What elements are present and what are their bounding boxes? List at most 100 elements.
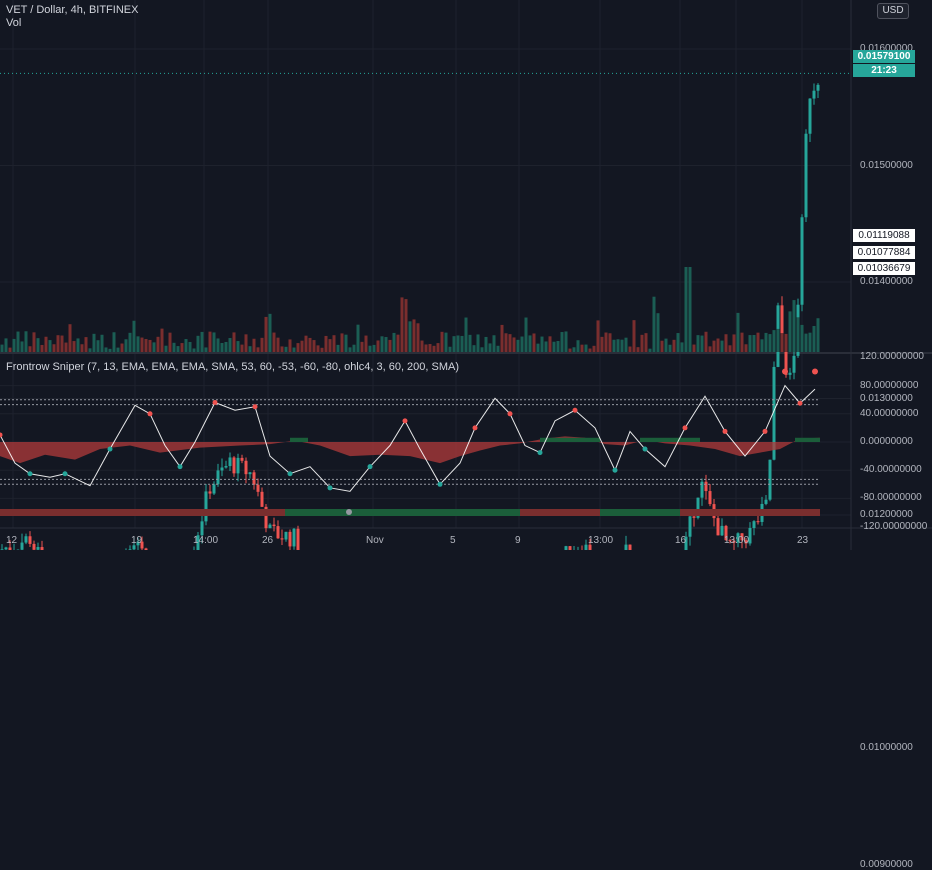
volume-bar xyxy=(449,347,452,352)
volume-bar xyxy=(801,325,804,352)
volume-bar xyxy=(69,324,72,352)
volume-bar xyxy=(309,338,312,352)
volume-bar xyxy=(169,333,172,352)
volume-bar xyxy=(505,333,508,352)
volume-bar xyxy=(525,318,528,352)
price-tick-label: 0.01400000 xyxy=(860,276,913,287)
volume-bar xyxy=(529,335,532,352)
candle-body xyxy=(689,516,692,536)
price-tick-label: 0.00900000 xyxy=(860,859,913,870)
volume-bar xyxy=(89,348,92,352)
volume-bar xyxy=(549,336,552,352)
candle-body xyxy=(237,458,240,473)
volume-bar xyxy=(81,344,84,352)
volume-bar xyxy=(21,341,24,352)
volume-bar xyxy=(213,332,216,352)
volume-bar xyxy=(493,335,496,352)
volume-bar xyxy=(413,319,416,352)
osc-tick-label: 0.00000000 xyxy=(860,436,913,447)
volume-bar xyxy=(597,320,600,352)
osc-signal-dot xyxy=(253,404,258,409)
volume-bar xyxy=(517,340,520,352)
volume-bar xyxy=(369,346,372,352)
volume-bar xyxy=(185,339,188,352)
volume-bar xyxy=(61,336,64,352)
candle-body xyxy=(817,85,820,91)
osc-signal-dot xyxy=(328,485,333,490)
osc-histogram-positive xyxy=(540,438,600,442)
volume-bar xyxy=(793,300,796,352)
volume-bar xyxy=(85,337,88,352)
volume-bar xyxy=(197,336,200,352)
osc-signal-dot xyxy=(28,471,33,476)
volume-bar xyxy=(421,341,424,352)
candle-body xyxy=(233,457,236,473)
volume-bar xyxy=(141,338,144,352)
candle-body xyxy=(225,466,228,467)
time-tick-label: 13:00 xyxy=(724,535,749,546)
volume-bar xyxy=(645,333,648,352)
price-tick-label: 0.01300000 xyxy=(860,393,913,404)
volume-bar xyxy=(9,348,12,352)
volume-bar xyxy=(573,347,576,352)
volume-bar xyxy=(693,345,696,352)
candle-body xyxy=(789,373,792,375)
osc-tick-label: -40.00000000 xyxy=(860,464,922,475)
volume-bar xyxy=(469,335,472,352)
volume-bar xyxy=(625,338,628,352)
candle-body xyxy=(229,457,232,466)
volume-bar xyxy=(229,338,232,352)
volume-bar xyxy=(305,336,308,352)
volume-bar xyxy=(633,320,636,352)
volume-bar xyxy=(477,334,480,352)
volume-bar xyxy=(237,341,240,352)
osc-signal-dot xyxy=(0,432,3,437)
osc-tick-label: 80.00000000 xyxy=(860,380,918,391)
candle-body xyxy=(709,491,712,504)
volume-bar xyxy=(125,339,128,352)
volume-bar xyxy=(489,343,492,352)
volume-bar xyxy=(601,337,604,352)
volume-bar xyxy=(225,342,228,352)
candle-body xyxy=(813,91,816,99)
volume-bar xyxy=(789,311,792,352)
volume-bar xyxy=(429,344,432,352)
volume-bar xyxy=(325,336,328,352)
volume-bar xyxy=(589,349,592,352)
volume-bar xyxy=(753,335,756,352)
volume-bar xyxy=(757,333,760,352)
volume-bar xyxy=(221,343,224,352)
volume-bar xyxy=(393,333,396,352)
volume-bar xyxy=(453,336,456,352)
volume-bar xyxy=(725,334,728,352)
chart-canvas[interactable] xyxy=(0,0,932,550)
volume-bar xyxy=(137,336,140,352)
candle-body xyxy=(253,472,256,484)
volume-bar xyxy=(109,349,112,352)
volume-bar xyxy=(245,334,248,352)
time-tick-label: 13:00 xyxy=(588,535,613,546)
candle-body xyxy=(805,134,808,218)
volume-bar xyxy=(233,332,236,352)
volume-bar xyxy=(437,343,440,352)
volume-bar xyxy=(433,346,436,352)
volume-bar xyxy=(405,299,408,352)
volume-bar xyxy=(681,342,684,352)
volume-bar xyxy=(105,347,108,352)
osc-signal-dot xyxy=(403,418,408,423)
volume-bar xyxy=(157,337,160,352)
currency-button[interactable]: USD xyxy=(877,3,909,19)
volume-bar xyxy=(217,338,220,352)
candle-body xyxy=(273,525,276,526)
candle-body xyxy=(801,217,804,304)
indicator-title[interactable]: Frontrow Sniper (7, 13, EMA, EMA, EMA, S… xyxy=(6,361,459,373)
volume-bar xyxy=(441,332,444,352)
volume-bar xyxy=(77,338,80,352)
osc-top-marker xyxy=(782,369,788,375)
volume-bar xyxy=(313,340,316,352)
volume-bar xyxy=(585,345,588,352)
osc-signal-dot xyxy=(538,450,543,455)
volume-bar xyxy=(377,340,380,352)
candle-body xyxy=(37,547,40,550)
candle-body xyxy=(285,532,288,540)
